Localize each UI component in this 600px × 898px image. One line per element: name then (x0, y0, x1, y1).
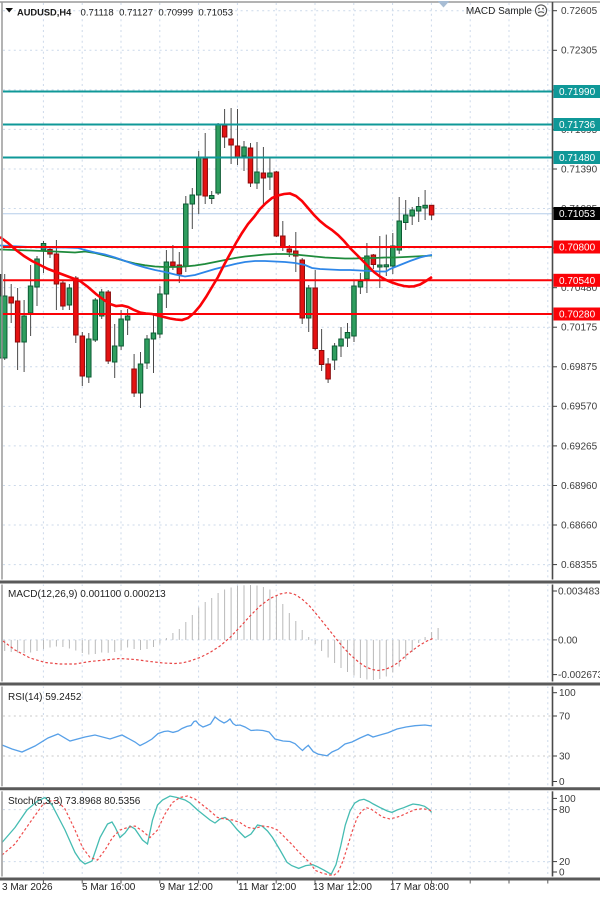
svg-text:0.71053: 0.71053 (559, 209, 596, 220)
svg-text:80: 80 (559, 805, 571, 816)
svg-text:0.70800: 0.70800 (559, 243, 596, 254)
svg-text:0.70280: 0.70280 (559, 310, 596, 321)
svg-text:RSI(14) 59.2452: RSI(14) 59.2452 (8, 692, 82, 703)
svg-text:MACD(12,26,9) 0.001100 0.00021: MACD(12,26,9) 0.001100 0.000213 (8, 589, 166, 600)
svg-text:0.70175: 0.70175 (561, 323, 598, 334)
svg-text:Stoch(5,3,3) 73.8968 80.5356: Stoch(5,3,3) 73.8968 80.5356 (8, 796, 141, 807)
svg-text:70: 70 (559, 711, 571, 722)
svg-text:0.71118 0.71127 0.70999 0.7: 0.71118 0.71127 0.70999 0.71053 (81, 8, 234, 19)
svg-text:0.68355: 0.68355 (561, 560, 598, 571)
svg-text:0.70480: 0.70480 (561, 283, 598, 294)
svg-text:13 Mar 12:00: 13 Mar 12:00 (313, 882, 372, 893)
svg-text:100: 100 (559, 688, 576, 699)
svg-text:0: 0 (559, 867, 565, 878)
svg-text:0.69265: 0.69265 (561, 441, 598, 452)
svg-text:11 Mar 12:00: 11 Mar 12:00 (238, 882, 297, 893)
svg-text:0.71480: 0.71480 (559, 153, 596, 164)
svg-text:AUDUSD,H4: AUDUSD,H4 (17, 8, 72, 18)
svg-text:MACD Sample: MACD Sample (466, 6, 533, 17)
svg-text:0: 0 (559, 777, 565, 788)
svg-text:30: 30 (559, 751, 571, 762)
svg-text:100: 100 (559, 794, 576, 805)
svg-text:0.00: 0.00 (558, 635, 578, 646)
svg-text:0.68660: 0.68660 (561, 520, 598, 531)
svg-text:0.72305: 0.72305 (561, 46, 598, 57)
svg-text:0.71390: 0.71390 (561, 164, 598, 175)
svg-text:0.69875: 0.69875 (561, 362, 598, 373)
svg-text:0.68960: 0.68960 (561, 481, 598, 492)
svg-text:0.70540: 0.70540 (559, 276, 596, 287)
svg-text:0.71990: 0.71990 (559, 87, 596, 98)
svg-text:0.69570: 0.69570 (561, 402, 598, 413)
svg-text:9 Mar 12:00: 9 Mar 12:00 (160, 882, 214, 893)
svg-text:0.003483: 0.003483 (558, 586, 600, 597)
svg-text:5 Mar 16:00: 5 Mar 16:00 (82, 882, 136, 893)
svg-text:0.71736: 0.71736 (559, 120, 596, 131)
svg-text:-0.002673: -0.002673 (558, 670, 600, 681)
svg-text:3 Mar 2026: 3 Mar 2026 (2, 882, 53, 893)
svg-text:20: 20 (559, 857, 571, 868)
svg-text:0.72605: 0.72605 (561, 6, 598, 17)
svg-text:17 Mar 08:00: 17 Mar 08:00 (390, 882, 449, 893)
